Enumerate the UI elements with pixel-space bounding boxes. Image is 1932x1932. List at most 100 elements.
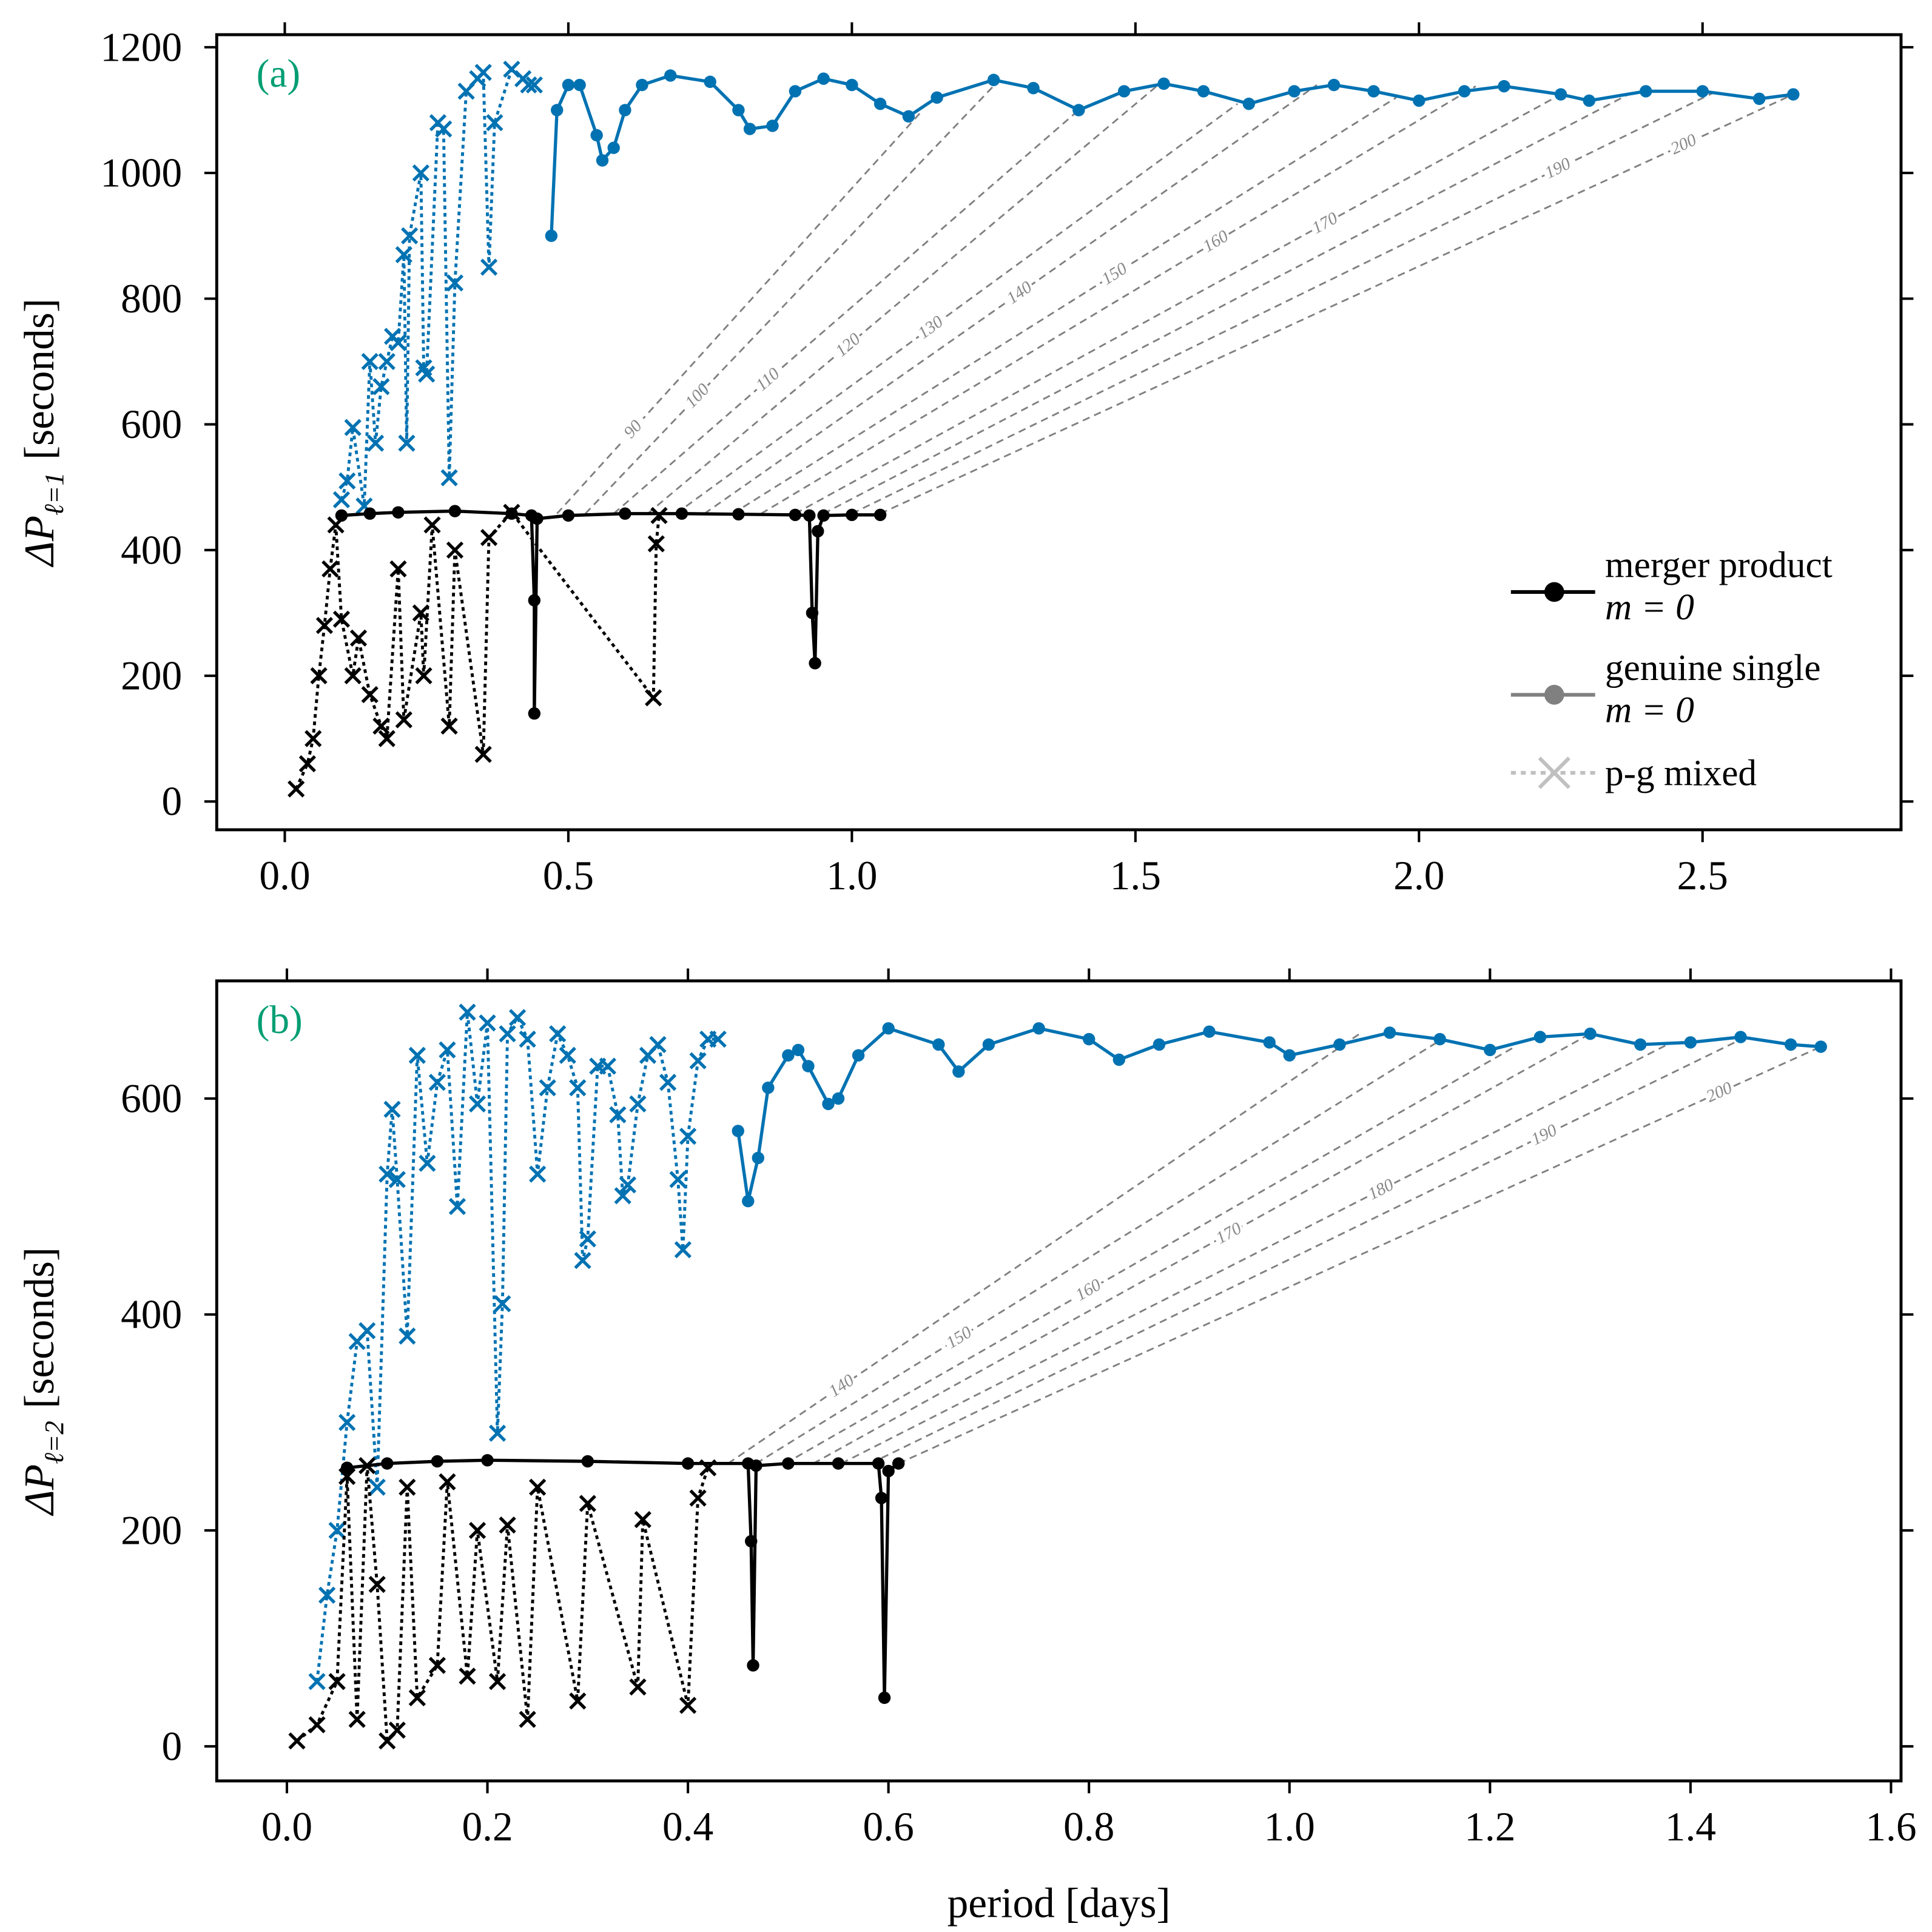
single-m0-point xyxy=(596,154,609,167)
merger-m0-point xyxy=(431,1455,444,1468)
single-mixed-point xyxy=(689,1052,707,1069)
y-tick-label: 400 xyxy=(121,1291,182,1337)
single-mixed-point xyxy=(520,76,537,94)
single-mixed-point xyxy=(614,1187,631,1205)
reference-label-bg xyxy=(912,309,947,342)
single-mixed-point xyxy=(468,1095,486,1113)
merger-mixed-point xyxy=(372,717,390,735)
y-tick-label: 1000 xyxy=(100,150,182,196)
single-m0-point xyxy=(1197,85,1210,98)
merger-m0-point xyxy=(562,509,575,522)
merger-mixed-point xyxy=(349,629,368,647)
merger-mixed-point xyxy=(310,667,328,685)
reference-line xyxy=(823,90,1635,514)
single-m0-point xyxy=(1458,85,1471,98)
single-mixed-point xyxy=(388,1171,406,1188)
y-tick-label: 600 xyxy=(121,1075,182,1121)
y-axis-unit: [seconds] xyxy=(16,1247,63,1409)
single-mixed-point xyxy=(358,1322,376,1339)
single-m0-point xyxy=(1814,1040,1827,1053)
x-tick-label: 2.0 xyxy=(1393,853,1444,898)
single-mixed-point xyxy=(619,1176,637,1194)
merger-mixed-point xyxy=(332,610,351,628)
merger-mixed-point xyxy=(408,1689,426,1706)
x-tick-label: 0.8 xyxy=(1063,1804,1114,1850)
single-mixed-point xyxy=(435,120,453,138)
reference-line xyxy=(784,1047,1514,1464)
merger-mixed-point xyxy=(488,1673,507,1691)
merger-mixed-point xyxy=(389,560,407,578)
x-tick-label: 0.2 xyxy=(462,1804,513,1850)
single-m0-point xyxy=(1554,88,1567,101)
merger-m0-point xyxy=(581,1455,594,1468)
single-mixed-point xyxy=(669,1171,687,1188)
legend-dot-icon xyxy=(1544,685,1564,705)
single-m0-line xyxy=(550,73,1794,236)
single-mixed-point xyxy=(439,1041,456,1059)
single-m0-point xyxy=(1333,1038,1346,1051)
legend-label-m: m = 0 xyxy=(1605,689,1694,730)
x-tick-label: 0.5 xyxy=(543,853,594,898)
single-mixed-point xyxy=(389,334,407,352)
y-tick-label: 800 xyxy=(121,276,182,321)
single-m0-point xyxy=(551,104,564,116)
merger-mixed-point xyxy=(288,1732,306,1750)
y-tick-label: 400 xyxy=(121,527,182,573)
reference-line-label: 130 xyxy=(915,312,947,343)
merger-m0-point xyxy=(381,1457,394,1470)
single-m0-point xyxy=(619,104,631,116)
merger-mixed-line xyxy=(294,510,661,790)
single-m0-point xyxy=(932,1038,945,1051)
single-m0-point xyxy=(636,78,648,92)
single-m0-point xyxy=(1583,94,1595,107)
single-m0-point xyxy=(1153,1038,1166,1051)
merger-mixed-point xyxy=(647,535,665,553)
merger-m0-point xyxy=(803,509,816,522)
single-m0-point xyxy=(1433,1032,1446,1046)
reference-label-bg xyxy=(829,327,864,360)
single-m0-point xyxy=(743,123,756,135)
single-mixed-point xyxy=(579,1230,596,1248)
single-m0-point xyxy=(1684,1036,1697,1049)
axes-frame xyxy=(215,33,1903,832)
merger-m0-point xyxy=(528,594,541,607)
single-mixed-point xyxy=(525,76,543,94)
x-tick-label: 1.0 xyxy=(826,853,877,898)
reference-line xyxy=(795,96,1556,514)
single-mixed-point xyxy=(308,1673,326,1691)
single-mixed-point xyxy=(328,1521,346,1540)
merger-m0-point xyxy=(817,509,830,522)
x-tick-label: 0.6 xyxy=(863,1804,914,1850)
single-m0-point xyxy=(1383,1026,1396,1039)
single-mixed-point xyxy=(368,1478,386,1496)
single-mixed-point xyxy=(474,64,492,81)
reference-line xyxy=(813,1032,1591,1464)
x-tick-label: 1.6 xyxy=(1865,1804,1916,1850)
reference-line xyxy=(613,109,1080,514)
merger-mixed-point xyxy=(446,541,464,559)
single-m0-point xyxy=(846,78,858,92)
merger-m0-point xyxy=(681,1457,695,1470)
single-mixed-point xyxy=(569,1079,587,1097)
single-mixed-line xyxy=(340,66,534,507)
legend-label: merger product xyxy=(1605,544,1833,585)
y-tick-label: 1200 xyxy=(100,24,182,70)
merger-mixed-point xyxy=(468,1521,486,1540)
single-m0-point xyxy=(664,69,677,82)
single-m0-point xyxy=(732,104,745,116)
single-m0-point xyxy=(1112,1053,1125,1066)
reference-line xyxy=(841,1043,1668,1464)
merger-mixed-point xyxy=(629,1678,647,1696)
merger-m0-point xyxy=(872,1457,885,1470)
merger-mixed-point xyxy=(474,746,492,763)
y-axis-unit: [seconds] xyxy=(16,298,63,460)
reference-label-bg xyxy=(823,1368,858,1400)
single-m0-point xyxy=(1203,1025,1216,1038)
merger-m0-point xyxy=(528,707,541,720)
reference-line xyxy=(732,96,1397,514)
single-mixed-point xyxy=(659,1074,677,1091)
single-m0-point xyxy=(704,75,716,89)
reference-label-bg xyxy=(1540,152,1574,181)
reference-label-bg xyxy=(1665,128,1700,157)
